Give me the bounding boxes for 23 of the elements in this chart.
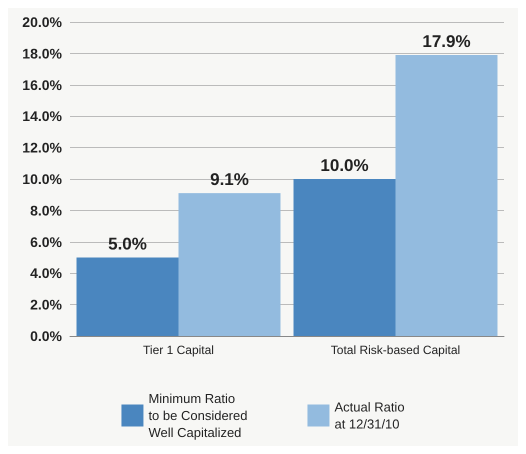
y-tick-label: 0.0% (30, 328, 63, 344)
data-label: 10.0% (320, 156, 369, 175)
y-tick-label: 10.0% (22, 171, 63, 187)
y-tick-label: 4.0% (30, 265, 63, 282)
y-tick-label: 6.0% (30, 234, 63, 250)
y-tick-label: 20.0% (22, 14, 63, 30)
x-tick-label: Total Risk-based Capital (330, 343, 460, 357)
data-label: 9.1% (210, 170, 249, 190)
y-tick-label: 14.0% (22, 108, 63, 124)
legend-label: Minimum Ratio to be Considered Well Capitalized (148, 391, 248, 440)
y-tick-label: 18.0% (22, 45, 63, 62)
y-tick-label: 8.0% (30, 202, 63, 218)
y-tick-label: 2.0% (30, 296, 63, 313)
y-tick-label: 16.0% (22, 76, 63, 93)
bar (396, 54, 498, 336)
y-tick-label: 12.0% (22, 140, 63, 156)
x-tick-label: Tier 1 Capital (143, 343, 214, 357)
legend-label: Actual Ratio at 12/31/10 (334, 400, 405, 432)
bar (178, 193, 280, 336)
data-label: 17.9% (422, 32, 471, 51)
bar (76, 258, 178, 336)
bar (294, 179, 396, 336)
data-label: 5.0% (108, 234, 147, 254)
